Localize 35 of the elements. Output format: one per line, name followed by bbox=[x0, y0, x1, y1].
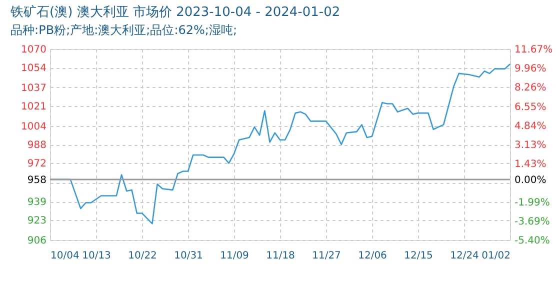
y-tick-label: 906 bbox=[27, 236, 46, 246]
y2-tick-label: -5.40% bbox=[514, 236, 550, 246]
x-tick-label: 11/27 bbox=[312, 250, 341, 262]
x-tick-label: 10/04 bbox=[50, 250, 80, 262]
x-tick-label: 10/13 bbox=[82, 250, 111, 262]
y2-tick-label: -1.99% bbox=[514, 197, 550, 208]
x-tick-label: 11/18 bbox=[266, 250, 295, 262]
y2-tick-label: 4.84% bbox=[514, 120, 546, 132]
y-tick-label: 1021 bbox=[21, 102, 46, 113]
x-tick-label: 10/31 bbox=[174, 250, 203, 262]
x-tick-label: 12/06 bbox=[358, 250, 387, 262]
y-tick-label: 939 bbox=[27, 197, 46, 208]
y-tick-label: 958 bbox=[27, 174, 46, 186]
y-tick-label: 1070 bbox=[21, 44, 46, 56]
y-tick-label: 1004 bbox=[21, 121, 46, 132]
x-tick-label: 12/24 bbox=[450, 250, 479, 262]
y2-tick-label: 1.43% bbox=[514, 159, 546, 170]
y-tick-label: 972 bbox=[27, 158, 46, 170]
y-tick-label: 1054 bbox=[21, 63, 46, 74]
y-tick-label: 1037 bbox=[21, 82, 46, 94]
y2-tick-label: -3.69% bbox=[514, 216, 550, 228]
y2-tick-label: 3.13% bbox=[514, 140, 546, 152]
y-tick-label: 923 bbox=[27, 216, 46, 227]
y2-tick-label: 8.26% bbox=[514, 82, 546, 94]
x-tick-label: 11/09 bbox=[220, 250, 249, 262]
y-tick-label: 988 bbox=[27, 140, 46, 151]
y2-tick-label: 11.67% bbox=[514, 44, 553, 56]
chart-subtitle: 品种:PB粉;产地:澳大利亚;品位:62%;湿吨; bbox=[10, 23, 238, 37]
y2-tick-label: 6.55% bbox=[514, 102, 546, 113]
y2-tick-label: 9.96% bbox=[514, 64, 546, 75]
x-tick-label: 10/22 bbox=[128, 250, 157, 262]
chart-title: 铁矿石(澳) 澳大利亚 市场价 2023-10-04 - 2024-01-02 bbox=[10, 5, 340, 20]
y2-tick-label: 0.00% bbox=[514, 175, 546, 186]
x-tick-label: 01/02 bbox=[482, 250, 510, 262]
x-tick-label: 12/15 bbox=[404, 250, 433, 262]
